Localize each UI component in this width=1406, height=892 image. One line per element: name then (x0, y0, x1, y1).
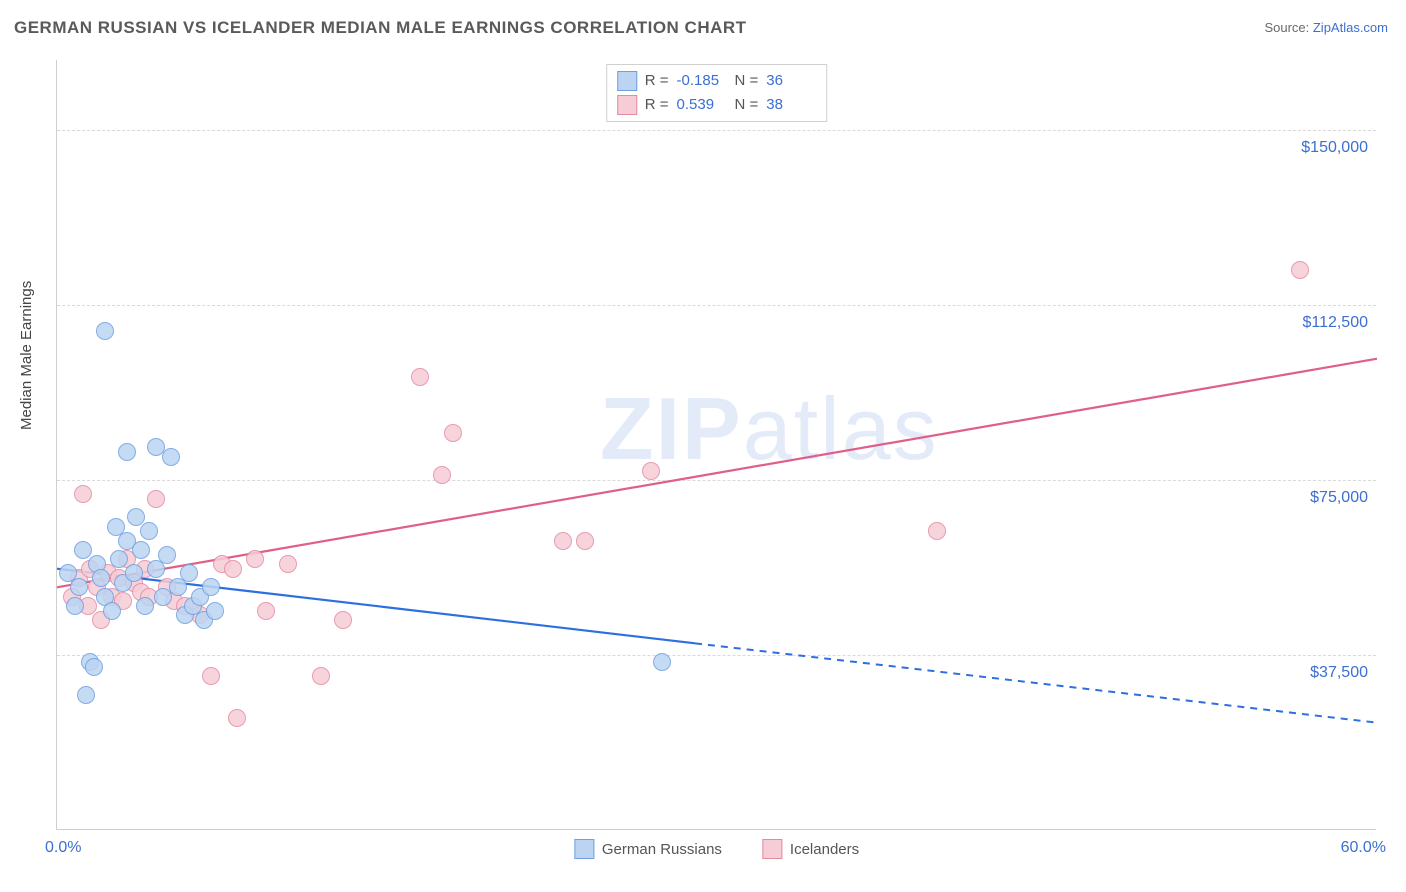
legend-label-pink: Icelanders (790, 841, 859, 858)
gridline (57, 130, 1376, 131)
stats-row-pink: R = 0.539 N = 38 (617, 93, 817, 117)
data-point (70, 578, 88, 596)
data-point (1291, 261, 1309, 279)
swatch-blue-icon (574, 839, 594, 859)
n-value-blue: 36 (766, 69, 816, 93)
n-label-blue: N = (735, 69, 759, 93)
data-point (136, 597, 154, 615)
data-point (118, 443, 136, 461)
stats-legend: R = -0.185 N = 36 R = 0.539 N = 38 (606, 64, 828, 122)
y-tick-label: $75,000 (1310, 489, 1368, 507)
data-point (202, 578, 220, 596)
y-tick-label: $112,500 (1302, 314, 1368, 332)
swatch-pink (617, 95, 637, 115)
y-tick-label: $150,000 (1301, 139, 1368, 157)
r-value-pink: 0.539 (677, 93, 727, 117)
data-point (66, 597, 84, 615)
gridline (57, 305, 1376, 306)
data-point (444, 424, 462, 442)
data-point (74, 485, 92, 503)
data-point (85, 658, 103, 676)
data-point (653, 653, 671, 671)
data-point (96, 322, 114, 340)
data-point (246, 550, 264, 568)
chart-title: GERMAN RUSSIAN VS ICELANDER MEDIAN MALE … (14, 18, 747, 38)
data-point (554, 532, 572, 550)
legend-label-blue: German Russians (602, 841, 722, 858)
data-point (147, 490, 165, 508)
data-point (224, 560, 242, 578)
data-point (132, 541, 150, 559)
r-label-blue: R = (645, 69, 669, 93)
data-point (162, 448, 180, 466)
data-point (928, 522, 946, 540)
swatch-pink-icon (762, 839, 782, 859)
data-point (411, 368, 429, 386)
n-label-pink: N = (735, 93, 759, 117)
bottom-legend: German Russians Icelanders (574, 839, 859, 859)
x-axis-max: 60.0% (1341, 839, 1386, 857)
data-point (125, 564, 143, 582)
r-label-pink: R = (645, 93, 669, 117)
legend-item-pink: Icelanders (762, 839, 859, 859)
data-point (228, 709, 246, 727)
data-point (180, 564, 198, 582)
x-axis-min: 0.0% (45, 839, 81, 857)
data-point (202, 667, 220, 685)
data-point (642, 462, 660, 480)
data-point (433, 466, 451, 484)
watermark-zip: ZIP (600, 379, 743, 478)
source-attribution: Source: ZipAtlas.com (1264, 20, 1388, 35)
stats-row-blue: R = -0.185 N = 36 (617, 69, 817, 93)
trend-lines (57, 60, 1376, 829)
data-point (77, 686, 95, 704)
data-point (257, 602, 275, 620)
data-point (92, 569, 110, 587)
legend-item-blue: German Russians (574, 839, 722, 859)
gridline (57, 655, 1376, 656)
r-value-blue: -0.185 (677, 69, 727, 93)
swatch-blue (617, 71, 637, 91)
data-point (206, 602, 224, 620)
data-point (110, 550, 128, 568)
plot-area: ZIPatlas $37,500$75,000$112,500$150,000 … (56, 60, 1376, 830)
data-point (576, 532, 594, 550)
data-point (334, 611, 352, 629)
watermark-atlas: atlas (743, 379, 939, 478)
data-point (279, 555, 297, 573)
data-point (158, 546, 176, 564)
data-point (140, 522, 158, 540)
y-tick-label: $37,500 (1310, 664, 1368, 682)
source-link[interactable]: ZipAtlas.com (1313, 20, 1388, 35)
data-point (312, 667, 330, 685)
n-value-pink: 38 (766, 93, 816, 117)
y-axis-label: Median Male Earnings (18, 281, 35, 430)
source-prefix: Source: (1264, 20, 1312, 35)
data-point (103, 602, 121, 620)
gridline (57, 480, 1376, 481)
